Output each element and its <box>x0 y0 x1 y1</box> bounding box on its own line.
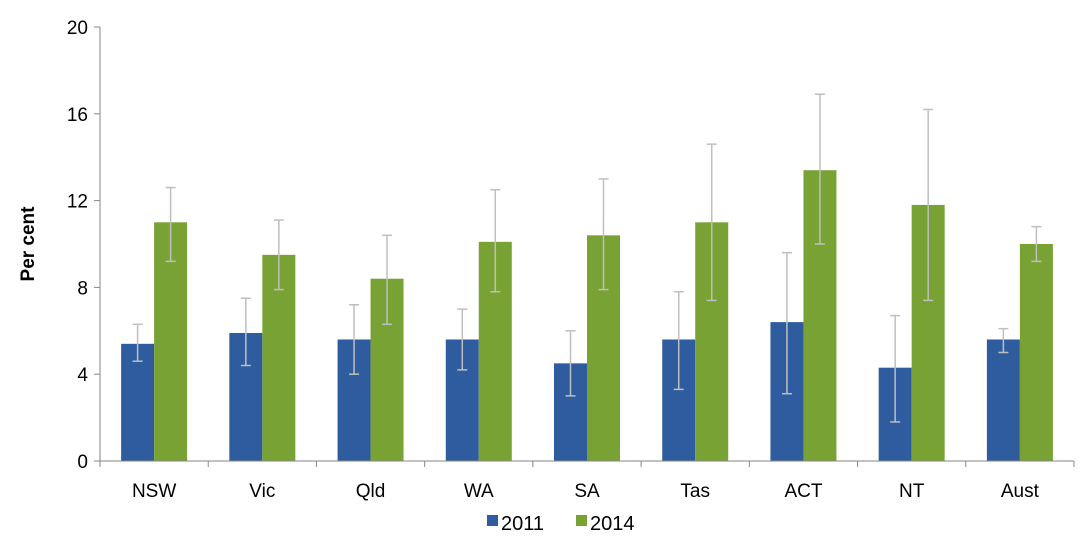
y-tick-label: 16 <box>67 105 88 126</box>
x-tick-label: NSW <box>132 481 176 502</box>
x-tick-label: Aust <box>1001 481 1040 502</box>
error-bars-layer <box>132 93 1042 423</box>
y-tick-label: 8 <box>77 278 88 299</box>
x-tick-label: Qld <box>356 481 386 502</box>
axes-layer <box>99 27 1074 462</box>
legend-swatch-2014 <box>576 515 587 526</box>
y-tick-label: 12 <box>67 192 88 213</box>
x-tick-label: NT <box>899 481 925 502</box>
legend-label-2011: 2011 <box>501 513 544 535</box>
bar-2011-NSW <box>121 343 155 461</box>
y-tick-label: 20 <box>67 18 88 39</box>
y-tick-label: 0 <box>77 452 88 473</box>
y-axis-label: Per cent <box>18 206 39 282</box>
x-tick-label: Vic <box>249 481 275 502</box>
x-tick-label: WA <box>464 481 494 502</box>
x-tick-label: SA <box>574 481 600 502</box>
x-tick-label: ACT <box>784 481 822 502</box>
legend-label-2014: 2014 <box>590 513 635 535</box>
x-ticks: NSW Vic Qld WA SA Tas ACT NT Aust <box>99 461 1075 502</box>
bars-layer <box>121 170 1053 461</box>
y-tick-label: 4 <box>77 365 88 386</box>
bar-2011-Aust <box>986 339 1020 461</box>
y-ticks: 0 4 8 12 16 20 <box>67 18 100 473</box>
bar-2014-Aust <box>1019 244 1053 461</box>
legend-swatch-2011 <box>487 515 498 526</box>
legend: 2011 2014 <box>487 513 635 535</box>
x-tick-label: Tas <box>680 481 710 502</box>
